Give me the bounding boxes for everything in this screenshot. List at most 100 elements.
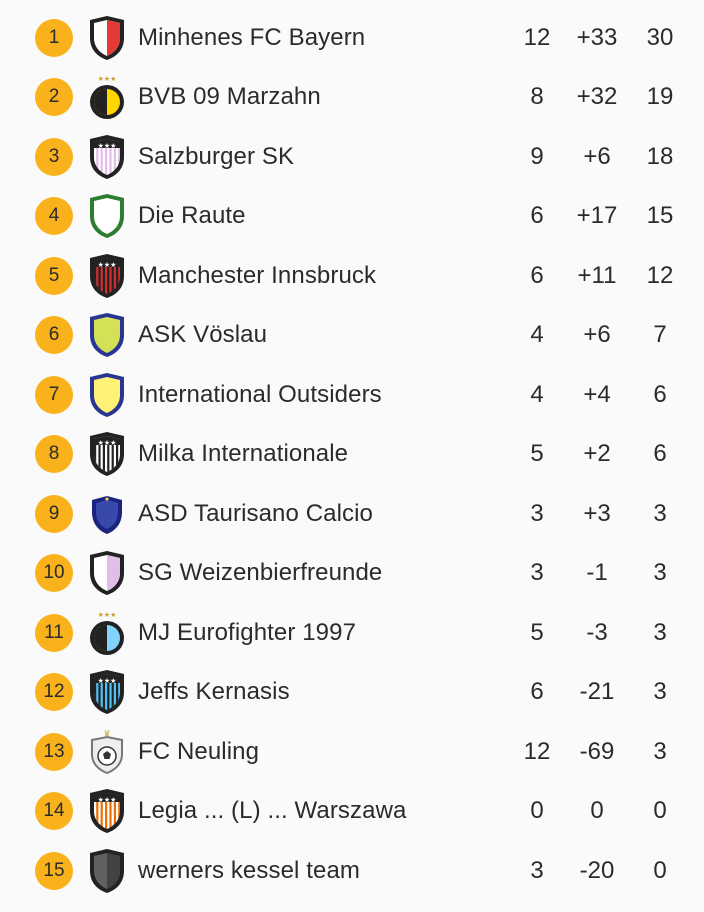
games-played: 6 bbox=[530, 202, 544, 230]
team-name[interactable]: MJ Eurofighter 1997 bbox=[138, 618, 357, 646]
rank-badge: 11 bbox=[35, 613, 73, 652]
shield-blue-lime-icon bbox=[86, 311, 128, 359]
games-played: 12 bbox=[523, 23, 551, 51]
goal-difference: -21 bbox=[579, 678, 615, 706]
round-yellow-black-icon: ★★★ bbox=[86, 73, 128, 121]
goal-difference: +6 bbox=[583, 321, 611, 349]
points: 3 bbox=[653, 737, 667, 765]
team-name[interactable]: Jeffs Kernasis bbox=[138, 678, 290, 706]
rank-badge: 14 bbox=[35, 792, 73, 831]
svg-text:♛: ♛ bbox=[103, 729, 110, 738]
svg-text:★★★: ★★★ bbox=[98, 796, 117, 804]
goal-difference: -1 bbox=[586, 559, 608, 587]
games-played: 3 bbox=[530, 499, 544, 527]
games-played: 4 bbox=[530, 321, 544, 349]
games-played: 8 bbox=[530, 83, 544, 111]
table-row[interactable]: 6 ASK Vöslau 4 +6 7 bbox=[0, 306, 704, 366]
team-name[interactable]: ASK Vöslau bbox=[138, 321, 268, 349]
table-row[interactable]: 8 ★★★ Milka Internationale 5 +2 6 bbox=[0, 425, 704, 485]
rank-badge: 8 bbox=[35, 435, 73, 474]
points: 30 bbox=[646, 23, 674, 51]
svg-text:★★★: ★★★ bbox=[98, 611, 117, 619]
games-played: 9 bbox=[530, 142, 544, 170]
games-played: 5 bbox=[530, 440, 544, 468]
goal-difference: +11 bbox=[577, 261, 617, 289]
points: 7 bbox=[653, 321, 667, 349]
goal-difference: -3 bbox=[586, 618, 608, 646]
games-played: 0 bbox=[530, 797, 544, 825]
table-row[interactable]: 10 SG Weizenbierfreunde 3 -1 3 bbox=[0, 544, 704, 604]
points: 3 bbox=[653, 559, 667, 587]
goal-difference: +4 bbox=[583, 380, 611, 408]
points: 3 bbox=[653, 499, 667, 527]
team-name[interactable]: Minhenes FC Bayern bbox=[138, 23, 366, 51]
rank-badge: 5 bbox=[35, 256, 73, 295]
shield-red-black-stripes-icon: ★★★ bbox=[86, 252, 128, 300]
table-row[interactable]: 2 ★★★ BVB 09 Marzahn 8 +32 19 bbox=[0, 68, 704, 128]
team-name[interactable]: Die Raute bbox=[138, 202, 246, 230]
games-played: 3 bbox=[530, 559, 544, 587]
table-row[interactable]: 12 ★★★ Jeffs Kernasis 6 -21 3 bbox=[0, 663, 704, 723]
table-row[interactable]: 4 Die Raute 6 +17 15 bbox=[0, 187, 704, 247]
table-row[interactable]: 14 ★★★ Legia ... (L) ... Warszawa 0 0 0 bbox=[0, 782, 704, 842]
shield-soccer-ball-icon: ♛ bbox=[86, 728, 128, 776]
goal-difference: +17 bbox=[576, 202, 618, 230]
rank-badge: 9 bbox=[35, 494, 73, 533]
games-played: 5 bbox=[530, 618, 544, 646]
rank-badge: 6 bbox=[35, 316, 73, 355]
goal-difference: +33 bbox=[576, 23, 618, 51]
rank-badge: 4 bbox=[35, 197, 73, 236]
points: 6 bbox=[653, 380, 667, 408]
svg-text:★★★: ★★★ bbox=[98, 142, 117, 150]
table-row[interactable]: 15 werners kessel team 3 -20 0 bbox=[0, 841, 704, 901]
team-name[interactable]: Legia ... (L) ... Warszawa bbox=[138, 797, 407, 825]
team-name[interactable]: SG Weizenbierfreunde bbox=[138, 559, 383, 587]
rank-badge: 7 bbox=[35, 375, 73, 414]
rank-badge: 12 bbox=[35, 673, 73, 712]
team-name[interactable]: Salzburger SK bbox=[138, 142, 295, 170]
rank-badge: 15 bbox=[35, 851, 73, 890]
goal-difference: +2 bbox=[583, 440, 611, 468]
points: 6 bbox=[653, 440, 667, 468]
rank-badge: 3 bbox=[35, 137, 73, 176]
rank-badge: 2 bbox=[35, 78, 73, 117]
team-name[interactable]: FC Neuling bbox=[138, 737, 260, 765]
points: 18 bbox=[646, 142, 674, 170]
shield-orange-stripes-icon: ★★★ bbox=[86, 787, 128, 835]
table-row[interactable]: 9 ✦ ASD Taurisano Calcio 3 +3 3 bbox=[0, 484, 704, 544]
games-played: 3 bbox=[530, 856, 544, 884]
shield-green-icon bbox=[86, 192, 128, 240]
team-name[interactable]: International Outsiders bbox=[138, 380, 382, 408]
rank-badge: 1 bbox=[35, 18, 73, 57]
points: 0 bbox=[653, 797, 667, 825]
shield-navy-icon: ✦ bbox=[86, 490, 128, 538]
table-row[interactable]: 11 ★★★ MJ Eurofighter 1997 5 -3 3 bbox=[0, 603, 704, 663]
games-played: 4 bbox=[530, 380, 544, 408]
goal-difference: +3 bbox=[583, 499, 611, 527]
team-name[interactable]: ASD Taurisano Calcio bbox=[138, 499, 374, 527]
goal-difference: +6 bbox=[583, 142, 611, 170]
shield-blue-yellow-icon bbox=[86, 371, 128, 419]
team-name[interactable]: Milka Internationale bbox=[138, 440, 349, 468]
svg-text:★★★: ★★★ bbox=[98, 439, 117, 447]
points: 15 bbox=[646, 202, 674, 230]
table-row[interactable]: 5 ★★★ Manchester Innsbruck 6 +11 12 bbox=[0, 246, 704, 306]
points: 3 bbox=[653, 618, 667, 646]
table-row[interactable]: 13 ♛ FC Neuling 12 -69 3 bbox=[0, 722, 704, 782]
table-row[interactable]: 7 International Outsiders 4 +4 6 bbox=[0, 365, 704, 425]
table-row[interactable]: 1 Minhenes FC Bayern 12 +33 30 bbox=[0, 8, 704, 68]
goal-difference: -69 bbox=[579, 737, 615, 765]
team-name[interactable]: werners kessel team bbox=[138, 856, 360, 884]
table-row[interactable]: 3 ★★★ Salzburger SK 9 +6 18 bbox=[0, 127, 704, 187]
games-played: 6 bbox=[530, 261, 544, 289]
goal-difference: 0 bbox=[590, 797, 604, 825]
shield-dark-grey-icon bbox=[86, 847, 128, 895]
team-name[interactable]: BVB 09 Marzahn bbox=[138, 83, 321, 111]
rank-badge: 10 bbox=[35, 554, 73, 593]
points: 0 bbox=[653, 856, 667, 884]
games-played: 12 bbox=[523, 737, 551, 765]
shield-black-white-stripes-icon: ★★★ bbox=[86, 430, 128, 478]
team-name[interactable]: Manchester Innsbruck bbox=[138, 261, 377, 289]
shield-purple-stripes-icon: ★★★ bbox=[86, 133, 128, 181]
